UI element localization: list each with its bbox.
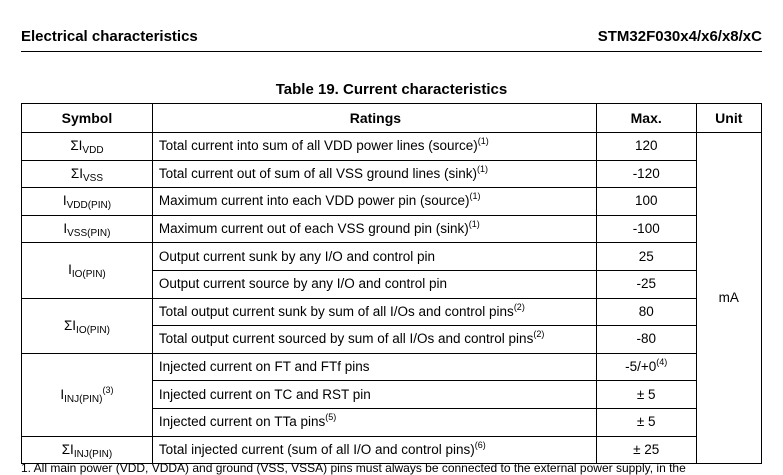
rating-cell: Maximum current out of each VSS ground p… — [151, 214, 597, 244]
footnote: 1. All main power (VDD, VDDA) and ground… — [21, 461, 686, 475]
header-rule — [21, 51, 762, 52]
symbol-cell: ΣIVDD — [21, 132, 153, 161]
table-row: IINJ(PIN)(3) Injected current on FT and … — [21, 352, 762, 437]
max-cell: 120 — [595, 132, 697, 161]
unit-cell: mA — [695, 131, 763, 465]
max-cell: -100 — [595, 214, 697, 244]
max-cell: 100 — [595, 187, 697, 216]
table-row: ΣIVDD Total current into sum of all VDD … — [21, 131, 763, 465]
col-header-symbol: Symbol — [21, 103, 153, 133]
symbol-cell: ΣIVSS — [21, 159, 153, 189]
max-cell: -80 — [595, 325, 697, 354]
table-row: Output current source by any I/O and con… — [22, 269, 762, 299]
max-cell: 80 — [595, 297, 697, 327]
table-row: IVDD(PIN) Maximum current into each VDD … — [21, 187, 762, 216]
table-row: IVSS(PIN) Maximum current out of each VS… — [21, 214, 762, 244]
max-cell: -5/+0(4) — [595, 352, 697, 382]
rating-cell: Injected current on TC and RST pin — [151, 380, 597, 409]
col-header-ratings: Ratings — [151, 103, 597, 133]
max-cell: ± 5 — [595, 380, 697, 409]
table-row: ΣIIO(PIN) Total output current sunk by s… — [21, 297, 762, 354]
max-cell: ± 25 — [595, 435, 697, 465]
rating-cell: Total current into sum of all VDD power … — [151, 132, 597, 161]
table-caption: Table 19. Current characteristics — [275, 81, 508, 98]
rating-cell: Total injected current (sum of all I/O a… — [151, 435, 597, 465]
max-cell: -25 — [595, 269, 697, 299]
max-cell: -120 — [595, 159, 697, 189]
table-row: Injected current on TTa pins(5) ± 5 — [22, 407, 762, 437]
symbol-cell: ΣIIO(PIN) — [21, 297, 153, 354]
symbol-cell: IVDD(PIN) — [21, 187, 153, 216]
symbol-cell: ΣIINJ(PIN) — [21, 435, 153, 465]
max-cell: 25 — [595, 242, 697, 271]
current-characteristics-table: Symbol Ratings Max. Unit ΣIVDD Total cur… — [21, 103, 763, 465]
rating-cell: Injected current on TTa pins(5) — [151, 407, 597, 437]
symbol-cell: IVSS(PIN) — [21, 214, 153, 244]
rating-cell: Total current out of sum of all VSS grou… — [151, 159, 597, 189]
rating-cell: Output current sunk by any I/O and contr… — [151, 242, 597, 271]
table-row: ΣIVSS Total current out of sum of all VS… — [21, 159, 762, 189]
rating-cell: Total output current sunk by sum of all … — [151, 297, 597, 327]
table-row: ΣIINJ(PIN) Total injected current (sum o… — [21, 435, 762, 465]
table-row: IIO(PIN) Output current sunk by any I/O … — [21, 242, 762, 299]
table-row: Injected current on TC and RST pin ± 5 — [22, 380, 762, 409]
part-number: STM32F030x4/x6/x8/xC — [597, 28, 762, 45]
rating-cell: Total output current sourced by sum of a… — [151, 325, 597, 354]
section-title: Electrical characteristics — [21, 28, 198, 45]
max-cell: ± 5 — [595, 407, 697, 437]
table-header-row: Symbol Ratings Max. Unit — [21, 103, 763, 133]
symbol-cell: IIO(PIN) — [21, 242, 153, 299]
rating-cell: Injected current on FT and FTf pins — [151, 352, 597, 382]
col-header-max: Max. — [595, 103, 697, 133]
rating-cell: Output current source by any I/O and con… — [151, 269, 597, 299]
col-header-unit: Unit — [695, 103, 763, 133]
symbol-cell: IINJ(PIN)(3) — [21, 352, 153, 437]
rating-cell: Maximum current into each VDD power pin … — [151, 187, 597, 216]
